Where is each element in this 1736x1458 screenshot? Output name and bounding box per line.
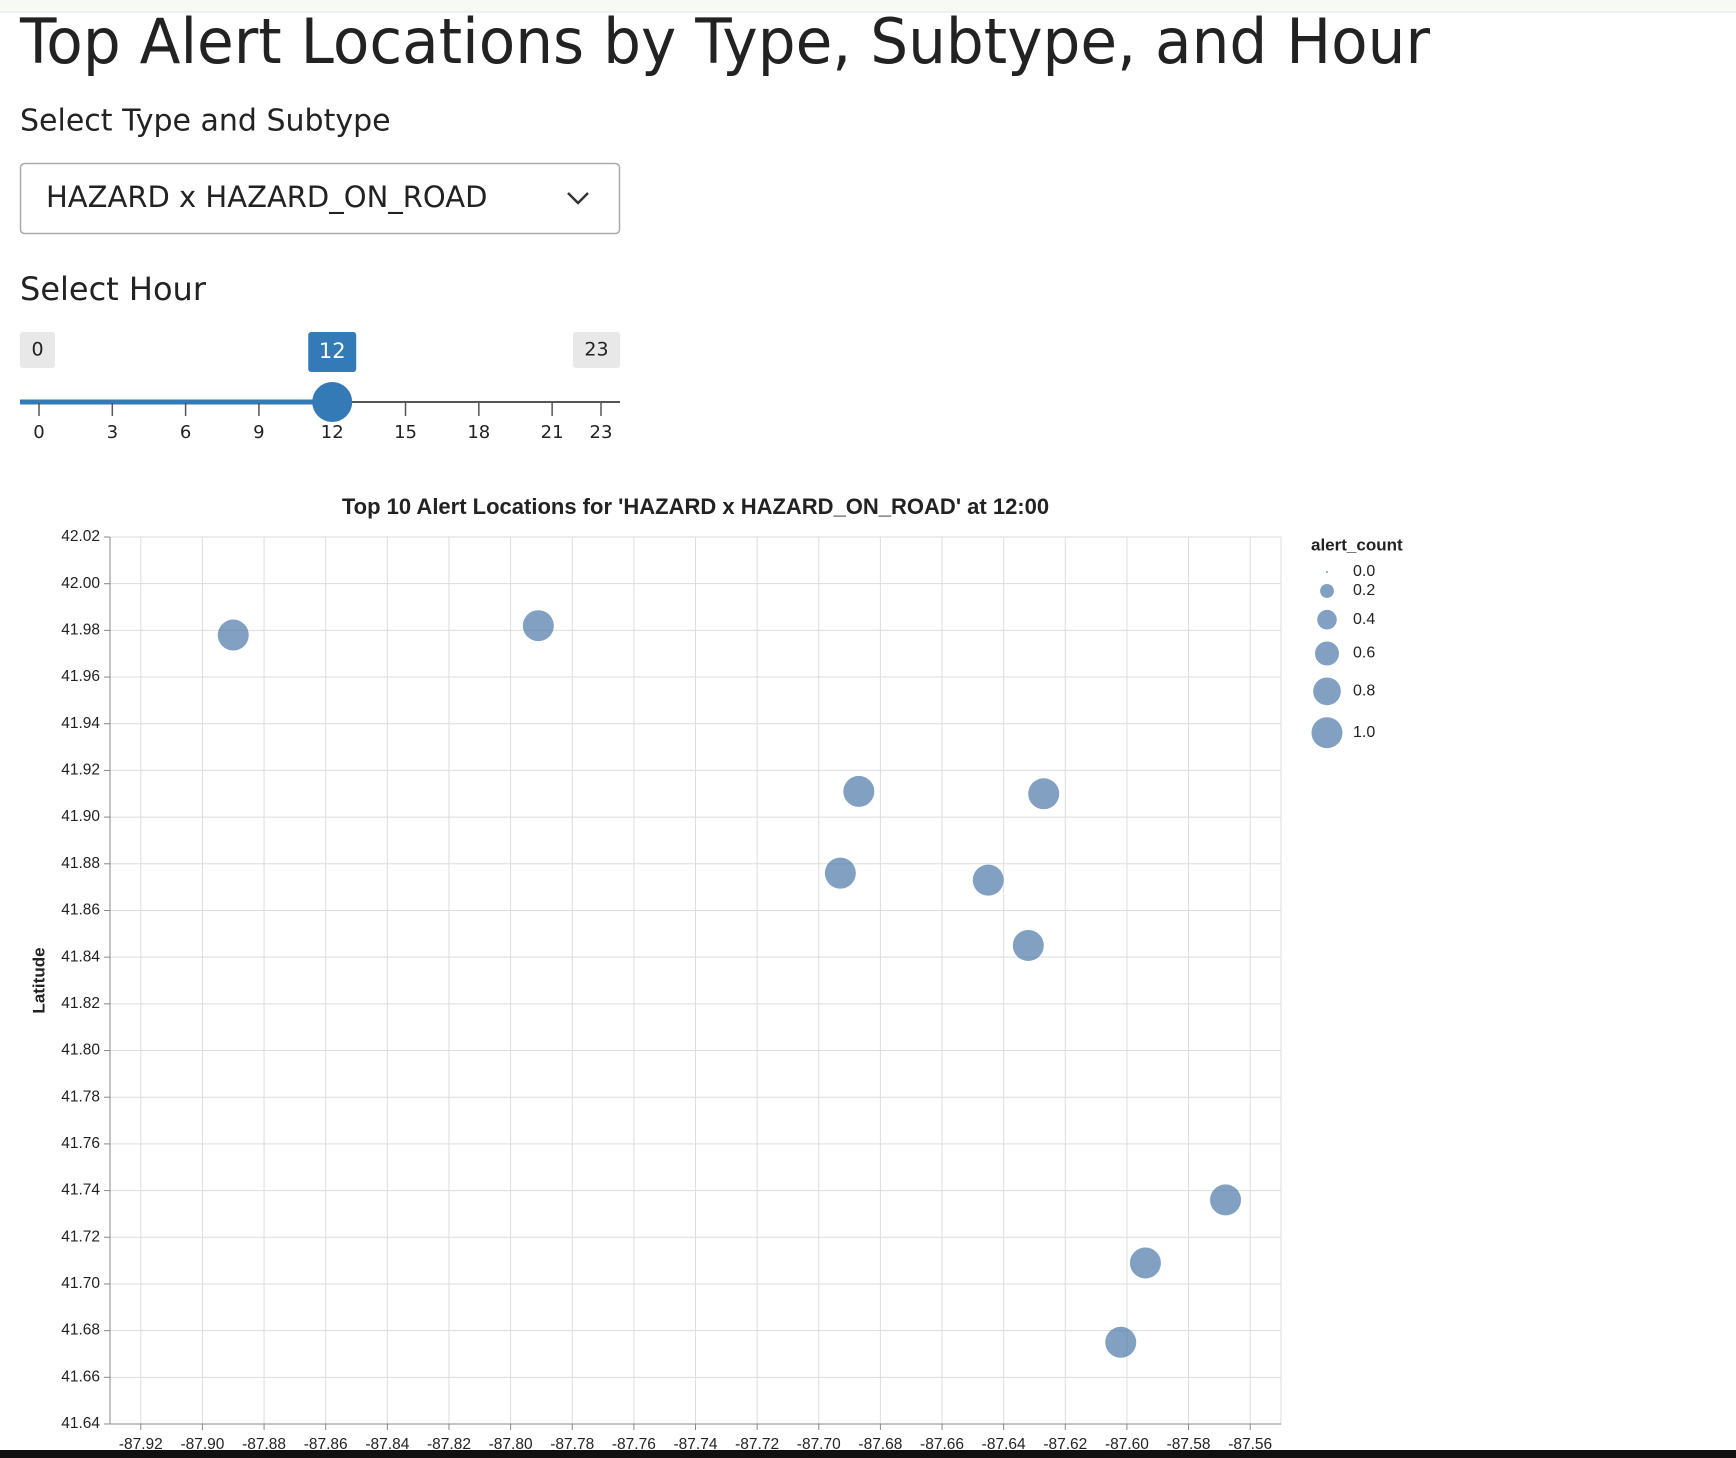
x-tick-label: -87.90 (180, 1436, 224, 1453)
y-tick-label: 41.92 (61, 762, 100, 779)
slider-tick-label: 23 (590, 422, 613, 443)
y-tick-label: 41.76 (61, 1135, 100, 1152)
select-value[interactable]: HAZARD x HAZARD_ON_ROAD (46, 180, 487, 214)
x-tick-label: -87.92 (119, 1436, 163, 1453)
x-tick-label: -87.66 (920, 1436, 964, 1453)
x-tick-label: -87.60 (1105, 1436, 1149, 1453)
slider-max: 23 (584, 339, 608, 361)
x-tick-label: -87.58 (1167, 1436, 1211, 1453)
y-tick-label: 41.82 (61, 995, 100, 1012)
y-tick-label: 41.70 (61, 1275, 100, 1292)
slider-tick-label: 3 (107, 422, 118, 443)
y-tick-label: 41.84 (61, 948, 100, 965)
chart-title: Top 10 Alert Locations for 'HAZARD x HAZ… (342, 494, 1049, 519)
slider-tick-label: 21 (541, 422, 564, 443)
select-box[interactable] (19, 162, 621, 235)
y-tick-label: 41.98 (61, 621, 100, 638)
y-axis-label: Latitude (29, 947, 48, 1013)
slider-min: 0 (31, 339, 43, 361)
point (1012, 929, 1044, 961)
y-tick-label: 41.88 (61, 855, 100, 872)
point (824, 857, 856, 889)
legend-label: 0.6 (1353, 645, 1375, 662)
legend-symbol (1313, 677, 1341, 706)
slider-value: 12 (319, 339, 346, 363)
slider-tick-label: 12 (321, 422, 344, 443)
slider-tick-label: 18 (467, 422, 490, 443)
y-tick-label: 41.86 (61, 902, 100, 919)
x-tick-label: -87.62 (1043, 1436, 1087, 1453)
legend-label: 1.0 (1353, 724, 1375, 741)
x-tick-label: -87.84 (365, 1436, 409, 1453)
legend-symbol (1314, 641, 1340, 666)
select-label: Select Type and Subtype (20, 104, 391, 139)
slider-label: Select Hour (20, 270, 207, 308)
x-tick-label: -87.56 (1228, 1436, 1272, 1453)
slider-tick-label: 9 (253, 422, 264, 443)
x-tick-label: -87.80 (489, 1436, 533, 1453)
slider-tick-label: 6 (180, 422, 191, 443)
window-edge (0, 1450, 1736, 1458)
y-tick-label: 41.72 (61, 1228, 100, 1245)
y-tick-label: 42.02 (61, 528, 100, 545)
slider-handle[interactable] (312, 382, 353, 422)
top-bar (0, 0, 1736, 12)
y-tick-label: 41.96 (61, 668, 100, 685)
point (1129, 1247, 1161, 1279)
x-tick-label: -87.68 (858, 1436, 902, 1453)
y-tick-label: 41.66 (61, 1368, 100, 1385)
y-tick-label: 41.90 (61, 808, 100, 825)
legend-label: 0.4 (1353, 611, 1375, 628)
legend-symbol (1317, 609, 1337, 630)
chart: Top 10 Alert Locations for 'HAZARD x HAZ… (29, 494, 1402, 1453)
point (522, 610, 554, 642)
legend-symbol (1326, 571, 1328, 573)
point (1105, 1326, 1137, 1358)
y-tick-label: 41.94 (61, 715, 100, 732)
hour-slider[interactable]: 0 3 6 9 12 15 18 21 23 0 23 12 (20, 332, 620, 443)
y-tick-label: 41.68 (61, 1322, 100, 1339)
x-tick-label: -87.70 (797, 1436, 841, 1453)
point (217, 619, 249, 651)
y-tick-label: 41.64 (61, 1415, 100, 1432)
x-tick-label: -87.78 (550, 1436, 594, 1453)
legend-symbol (1320, 584, 1334, 598)
legend-label: 0.2 (1353, 582, 1375, 599)
point (843, 775, 875, 807)
page-title: Top Alert Locations by Type, Subtype, an… (19, 5, 1430, 78)
legend-label: 0.0 (1353, 563, 1375, 580)
x-tick-label: -87.88 (242, 1436, 286, 1453)
slider-min-box (20, 332, 55, 368)
slider-tick-label: 15 (394, 422, 417, 443)
x-tick-label: -87.86 (304, 1436, 348, 1453)
select-chevron[interactable] (567, 192, 589, 205)
slider-max-box (573, 332, 620, 368)
y-tick-label: 41.80 (61, 1042, 100, 1059)
legend-label: 0.8 (1353, 683, 1375, 700)
x-tick-label: -87.76 (612, 1436, 656, 1453)
x-tick-label: -87.74 (674, 1436, 718, 1453)
legend-symbol (1311, 717, 1343, 749)
y-tick-label: 42.00 (61, 575, 100, 592)
point (1210, 1184, 1242, 1216)
point (972, 864, 1004, 896)
legend-title: alert_count (1311, 535, 1403, 554)
x-tick-label: -87.72 (735, 1436, 779, 1453)
point (1028, 778, 1060, 810)
x-tick-label: -87.82 (427, 1436, 471, 1453)
slider-tick-label: 0 (33, 422, 44, 443)
y-tick-label: 41.74 (61, 1182, 100, 1199)
slider-value-box (308, 332, 357, 372)
x-tick-label: -87.64 (982, 1436, 1026, 1453)
type-select[interactable]: HAZARD x HAZARD_ON_ROAD (19, 162, 621, 235)
y-tick-label: 41.78 (61, 1088, 100, 1105)
